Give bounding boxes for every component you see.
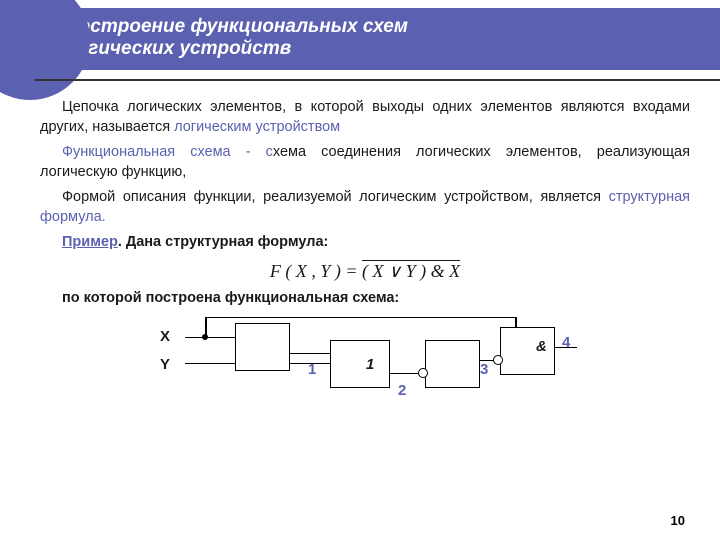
paragraph-3: Формой описания функции, реализуемой лог… [40,188,690,227]
paragraph-1: Цепочка логических элементов, в которой … [40,98,690,137]
example-label: Пример [62,234,118,250]
wire-number: 4 [562,333,570,353]
p1-highlight: логическим устройством [174,119,340,135]
wire-number: 1 [308,360,316,380]
p2-highlight-b: - с [231,144,273,160]
p4-text: . Дана структурная формула: [118,234,329,250]
header-underline [35,79,720,81]
p1-text: Цепочка логических элементов, в которой … [40,99,690,135]
formula-lhs: F ( X , Y ) = [270,261,362,281]
gate-g3 [425,340,480,388]
logic-diagram: X Y 1 & 1 2 3 4 [150,315,580,405]
title-line2: логических устройств [65,38,705,60]
p3-dot: . [102,209,106,225]
wire [205,317,515,319]
p3-text: Формой описания функции, реализуемой лог… [62,189,609,205]
paragraph-4: Пример. Дана структурная формула: [40,233,690,253]
gate-g1 [235,323,290,371]
wire [185,337,235,339]
paragraph-5: по которой построена функциональная схем… [40,289,690,309]
title-bar: Построение функциональных схем логически… [35,8,720,70]
wire-number: 3 [480,360,488,380]
formula-tail: X [449,261,460,281]
page-number: 10 [671,513,685,528]
p2-highlight-a: Функциональная схема [62,144,231,160]
gate-label-g4: & [536,337,547,357]
gate-label-g2: 1 [366,355,374,375]
wire [515,317,517,327]
formula: F ( X , Y ) = ( X ∨ Y ) & X [40,259,690,283]
inversion-bubble [418,368,428,378]
title-line1: Построение функциональных схем [65,16,705,38]
formula-bar: ( X ∨ Y ) [362,261,426,281]
junction-dot [202,334,208,340]
wire-number: 2 [398,381,406,401]
inversion-bubble [493,355,503,365]
paragraph-2: Функциональная схема - схема соединения … [40,143,690,182]
slide-header: Построение функциональных схем логически… [0,0,720,90]
gate-g2 [330,340,390,388]
header-ellipse [0,0,90,100]
input-x-label: X [160,327,170,347]
content-area: Цепочка логических элементов, в которой … [0,90,720,405]
input-y-label: Y [160,355,170,375]
wire [290,353,330,355]
formula-amp: & [426,261,449,281]
